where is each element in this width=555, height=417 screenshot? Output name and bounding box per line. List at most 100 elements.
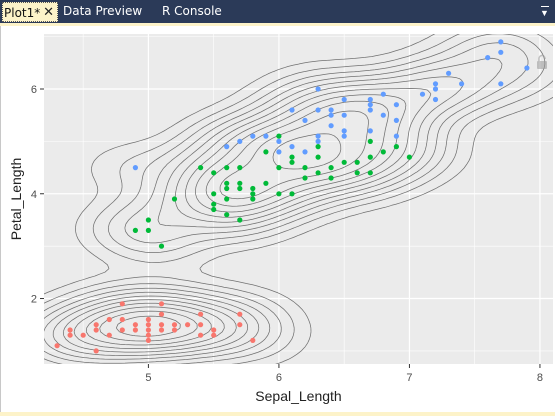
data-point bbox=[145, 332, 151, 338]
data-point bbox=[211, 332, 217, 338]
data-point bbox=[158, 301, 165, 307]
data-point bbox=[132, 227, 138, 233]
contour-line bbox=[44, 34, 546, 364]
density-scatter-chart: 5 6 7 8 2 4 6 Sepal_Length Petal_Length bbox=[8, 34, 553, 404]
data-point bbox=[145, 322, 151, 328]
data-point bbox=[198, 165, 204, 171]
data-point bbox=[224, 185, 230, 192]
contour-line bbox=[44, 57, 503, 360]
data-point bbox=[498, 49, 504, 55]
data-point bbox=[289, 107, 295, 113]
data-point bbox=[315, 133, 321, 139]
data-point bbox=[119, 301, 125, 307]
data-point bbox=[237, 322, 243, 328]
contour-line bbox=[73, 94, 407, 349]
data-point bbox=[432, 96, 439, 103]
y-tick-label: 4 bbox=[31, 189, 37, 201]
data-point bbox=[367, 128, 373, 134]
data-point bbox=[341, 159, 347, 165]
data-point bbox=[354, 159, 360, 165]
y-tick-label: 2 bbox=[31, 294, 37, 306]
data-point bbox=[393, 117, 399, 123]
panel-menu-icon[interactable]: ▼ bbox=[540, 6, 549, 18]
data-point bbox=[211, 191, 217, 197]
data-point bbox=[315, 107, 321, 113]
data-point bbox=[132, 165, 138, 171]
data-point bbox=[119, 327, 125, 333]
x-tick-label: 5 bbox=[145, 372, 151, 384]
data-point bbox=[93, 322, 99, 328]
data-point bbox=[315, 138, 321, 144]
data-point bbox=[67, 332, 73, 338]
data-point bbox=[211, 327, 217, 333]
data-point bbox=[315, 170, 321, 176]
data-point bbox=[328, 107, 334, 113]
data-point bbox=[315, 86, 321, 92]
data-point bbox=[498, 39, 504, 45]
data-point bbox=[237, 165, 243, 171]
data-point bbox=[498, 81, 504, 87]
data-point bbox=[132, 327, 138, 333]
data-point bbox=[393, 144, 399, 150]
close-icon[interactable]: ✕ bbox=[43, 5, 54, 20]
data-point bbox=[250, 133, 256, 139]
data-point bbox=[393, 102, 399, 108]
data-point bbox=[145, 227, 151, 233]
contour-line bbox=[52, 76, 464, 356]
data-point bbox=[250, 191, 256, 197]
contour-line bbox=[44, 34, 553, 364]
contour-line bbox=[99, 110, 369, 342]
data-point bbox=[145, 327, 151, 333]
density-contours bbox=[44, 34, 553, 364]
data-point bbox=[263, 149, 269, 155]
data-point bbox=[380, 91, 386, 97]
data-point bbox=[485, 55, 491, 61]
data-point bbox=[380, 112, 386, 118]
contour-line bbox=[44, 34, 553, 364]
data-point bbox=[171, 196, 178, 202]
data-point bbox=[171, 327, 178, 333]
x-tick-label: 8 bbox=[537, 372, 543, 384]
data-point bbox=[406, 154, 412, 160]
tab-label: R Console bbox=[162, 4, 222, 18]
data-point bbox=[354, 170, 360, 176]
data-point bbox=[367, 107, 373, 113]
lock-icon[interactable] bbox=[535, 54, 549, 70]
data-point bbox=[328, 112, 334, 118]
data-point bbox=[237, 311, 243, 317]
data-point bbox=[276, 191, 282, 197]
data-point bbox=[459, 81, 465, 87]
data-point bbox=[302, 165, 308, 171]
data-point bbox=[341, 133, 347, 139]
data-point bbox=[158, 311, 165, 317]
data-point bbox=[328, 175, 334, 181]
data-point bbox=[315, 154, 321, 160]
y-tick-label: 6 bbox=[31, 84, 37, 96]
data-point bbox=[106, 316, 112, 323]
data-point bbox=[419, 91, 426, 97]
data-point bbox=[367, 154, 373, 160]
data-point bbox=[198, 332, 204, 338]
data-point bbox=[393, 133, 399, 139]
x-tick-label: 7 bbox=[406, 372, 412, 384]
data-point bbox=[341, 112, 347, 118]
data-point bbox=[250, 337, 256, 343]
data-point bbox=[302, 117, 308, 123]
data-point bbox=[367, 170, 373, 176]
data-point bbox=[145, 217, 151, 223]
data-point bbox=[211, 201, 217, 207]
data-point bbox=[211, 170, 217, 176]
tab-r-console[interactable]: R Console bbox=[162, 0, 222, 23]
data-point bbox=[237, 180, 243, 186]
data-point bbox=[54, 343, 60, 349]
data-point bbox=[67, 327, 73, 333]
data-point bbox=[250, 196, 256, 202]
data-point bbox=[106, 332, 112, 338]
contour-line bbox=[44, 42, 529, 364]
data-point bbox=[276, 138, 282, 144]
data-point bbox=[289, 154, 295, 160]
data-point bbox=[198, 311, 204, 317]
tab-data-preview[interactable]: Data Preview bbox=[63, 0, 142, 23]
tab-plot1[interactable]: Plot1* ✕ bbox=[2, 2, 58, 22]
data-point bbox=[328, 165, 334, 171]
